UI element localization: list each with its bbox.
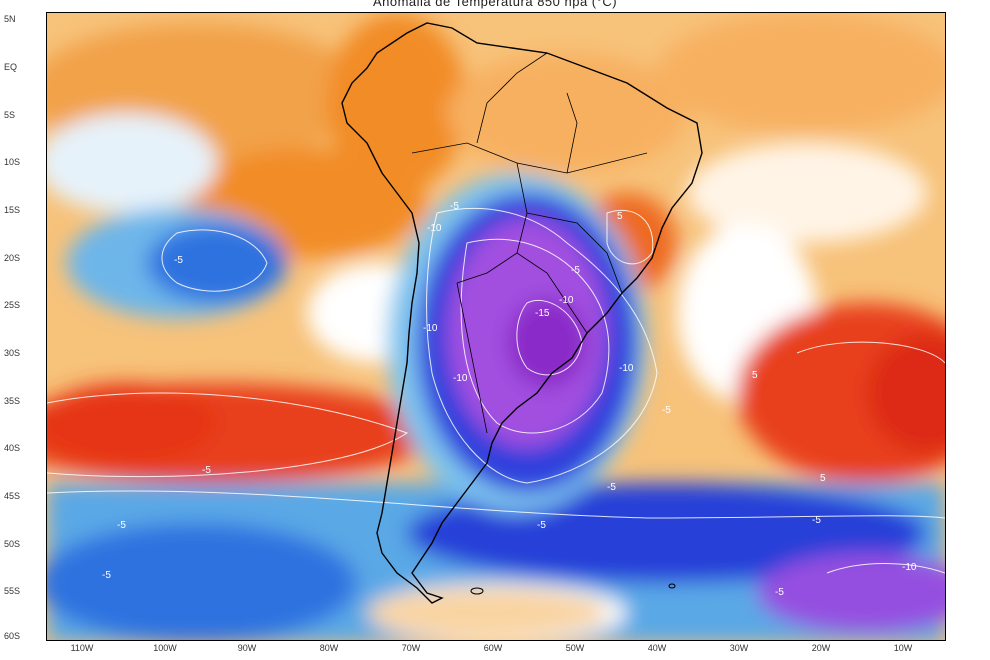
lon-label: 40W [647, 643, 667, 653]
contour-label: -5 [775, 587, 784, 598]
lat-label: 55S [4, 586, 21, 596]
contour-label: -5 [174, 255, 183, 266]
contour-label: 5 [820, 473, 826, 484]
contour-label: -5 [202, 465, 211, 476]
contour-label: -5 [812, 515, 821, 526]
contour-label: 5 [617, 211, 623, 222]
contour-label: -5 [607, 482, 616, 493]
country-borders [411, 52, 648, 434]
falkland-islands [470, 587, 484, 595]
lon-label: 60W [483, 643, 503, 653]
neutral-zone-2 [687, 143, 927, 243]
lon-label: 70W [401, 643, 421, 653]
lat-label: 20S [4, 253, 21, 263]
lat-label: 60S [4, 631, 21, 641]
lat-label: 50S [4, 539, 21, 549]
contour-label: -10 [423, 323, 438, 334]
contour-label: 5 [752, 370, 758, 381]
contour-value-labels: -5 -10 -5 -10 -15 -10 -10 -10 -5 -5 -5 -… [102, 201, 917, 598]
lat-label: 35S [4, 396, 21, 406]
lat-label: 40S [4, 443, 21, 453]
map-frame: -5 -10 -5 -10 -15 -10 -10 -10 -5 -5 -5 -… [46, 12, 946, 641]
contour-label: -5 [662, 405, 671, 416]
contour-label: -10 [902, 562, 917, 573]
lon-label: 30W [729, 643, 749, 653]
contour-label: -5 [117, 520, 126, 531]
contour-label: -5 [571, 265, 580, 276]
contour-label: -10 [453, 373, 468, 384]
lon-label: 90W [237, 643, 257, 653]
lat-label: 5S [4, 110, 16, 120]
contour-label: -10 [559, 295, 574, 306]
temperature-anomaly-map: -5 -10 -5 -10 -15 -10 -10 -10 -5 -5 -5 -… [47, 13, 945, 640]
lat-label: 30S [4, 348, 21, 358]
lon-label: 20W [811, 643, 831, 653]
strong-warm-core-atlantic [867, 333, 945, 453]
lat-label: 5N [4, 14, 16, 24]
lat-label: 45S [4, 491, 21, 501]
contour-label: -5 [102, 570, 111, 581]
south-america-coastline [341, 22, 703, 604]
lon-label: 10W [893, 643, 913, 653]
lat-label: EQ [4, 62, 18, 72]
contour-lines [47, 207, 945, 574]
lat-label: 25S [4, 300, 21, 310]
lon-label: 100W [153, 643, 177, 653]
strong-warm-core-pacific [47, 383, 217, 463]
lon-label: 80W [319, 643, 339, 653]
warm-anomaly-northwest-south-america [327, 13, 467, 193]
south-georgia-island [668, 583, 676, 589]
lat-label: 10S [4, 157, 21, 167]
very-cold-anomaly-south-atlantic [757, 553, 945, 633]
contour-label: -10 [619, 363, 634, 374]
warm-anomaly-amazon [447, 53, 687, 173]
contour-label: -5 [450, 201, 459, 212]
warm-zone-drake-passage [367, 588, 607, 638]
contour-label: -10 [427, 223, 442, 234]
map-title: Anomalia de Temperatura 850 hpa (°C) [372, 0, 618, 9]
contour-label: -15 [535, 308, 550, 319]
warm-anomaly-north-atlantic [657, 13, 945, 133]
lat-label: 15S [4, 205, 21, 215]
cold-outbreak-core [507, 298, 587, 388]
lon-label: 50W [565, 643, 585, 653]
contour-label: -5 [537, 520, 546, 531]
cold-anomaly-pacific-core [147, 223, 287, 303]
neutral-zone-1 [47, 113, 217, 213]
lon-label: 110W [70, 643, 94, 653]
cold-anomaly-south-pacific [47, 523, 357, 640]
